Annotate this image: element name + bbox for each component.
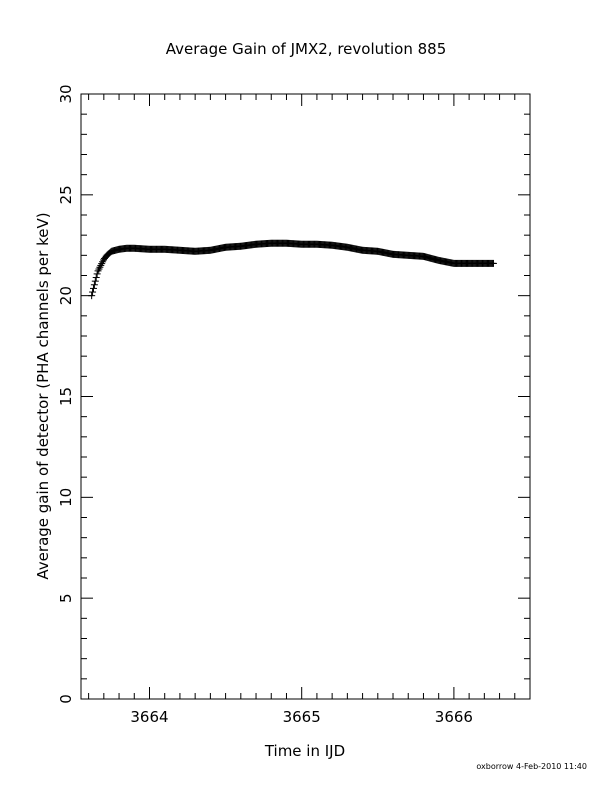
footer-stamp: oxborrow 4-Feb-2010 11:40	[476, 762, 587, 771]
x-axis-label: Time in IJD	[264, 742, 345, 760]
data-point	[88, 292, 96, 300]
y-tick-label: 30	[57, 84, 75, 103]
data-point	[89, 288, 97, 296]
data-point	[94, 267, 102, 275]
y-tick-label: 5	[57, 593, 75, 603]
data-point	[96, 263, 104, 271]
chart-title: Average Gain of JMX2, revolution 885	[166, 40, 447, 58]
data-point	[91, 277, 99, 285]
data-point	[89, 284, 97, 292]
x-tick-label: 3664	[130, 708, 168, 726]
y-tick-label: 0	[57, 694, 75, 704]
y-axis-label: Average gain of detector (PHA channels p…	[34, 212, 52, 579]
axis-tick-labels: 0 5 10 15 20 25 30 3664 3665 3666	[57, 84, 473, 726]
y-tick-label: 25	[57, 185, 75, 204]
y-tick-label: 10	[57, 488, 75, 507]
data-point	[93, 270, 101, 278]
x-tick-label: 3665	[283, 708, 321, 726]
x-tick-label: 3666	[435, 708, 473, 726]
axis-ticks	[81, 93, 531, 700]
data-point	[99, 258, 107, 266]
data-point	[95, 265, 103, 273]
data-point	[489, 259, 497, 267]
plot-frame	[80, 93, 531, 700]
data-point	[98, 260, 106, 268]
data-point	[97, 261, 105, 269]
data-point	[92, 274, 100, 282]
data-points	[88, 239, 497, 300]
y-tick-label: 20	[57, 286, 75, 305]
y-tick-label: 15	[57, 387, 75, 406]
data-point	[90, 281, 98, 289]
